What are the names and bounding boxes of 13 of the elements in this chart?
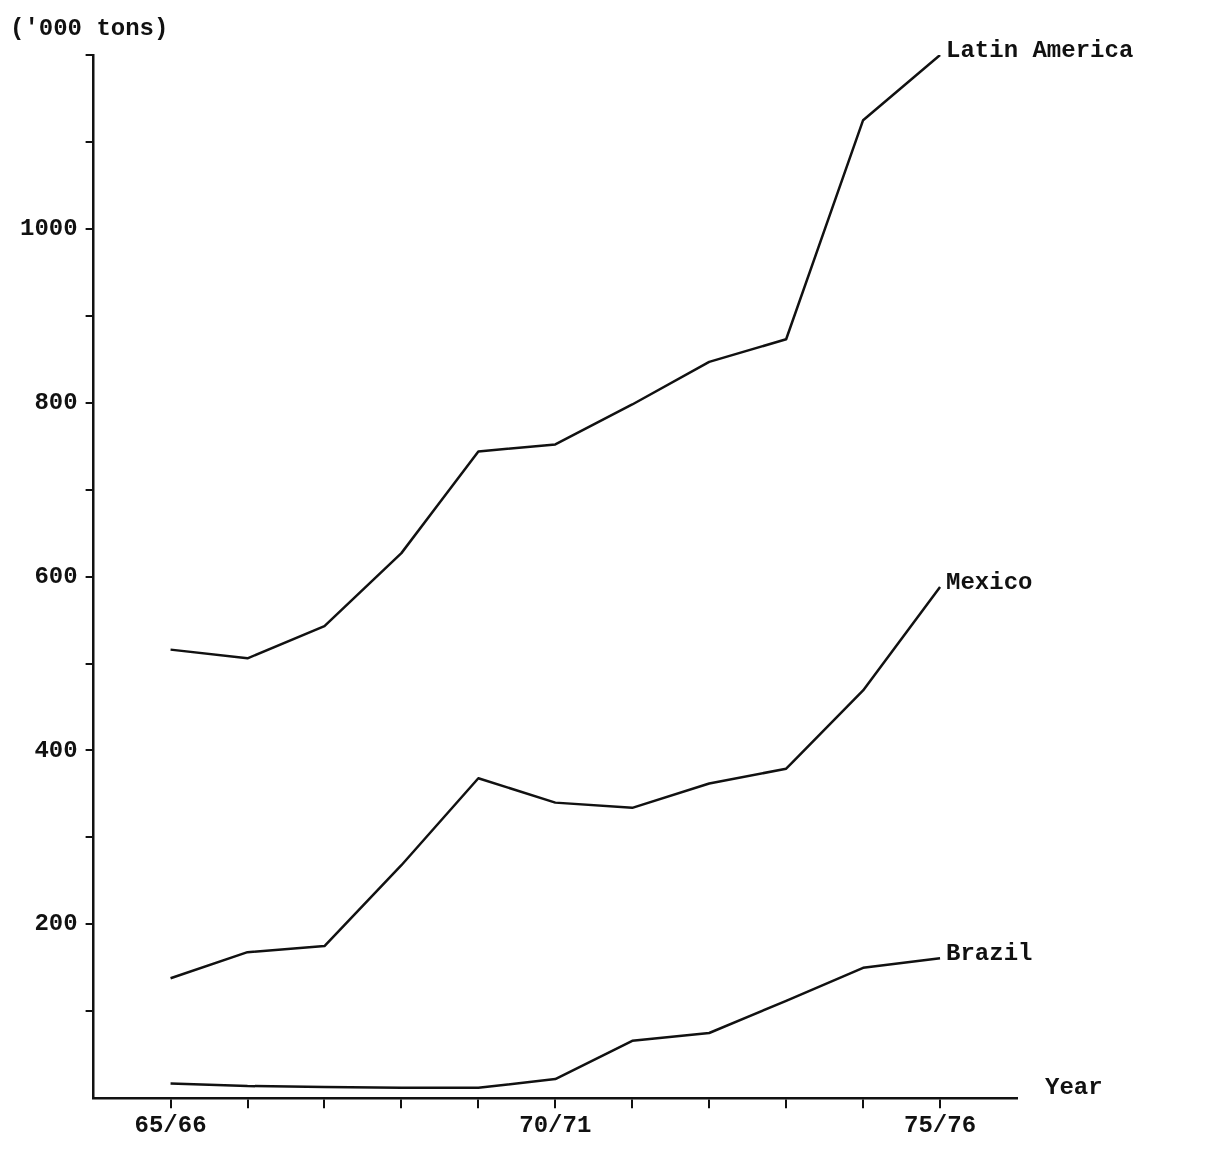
y-tick-label: 600 (34, 562, 78, 590)
x-tick-label: 65/66 (134, 1111, 207, 1139)
y-tick-label: 1000 (20, 214, 78, 242)
series-label: Brazil (946, 940, 1033, 968)
y-tick-label: 400 (34, 736, 78, 764)
series-label: Mexico (946, 569, 1033, 597)
x-tick-label: 70/71 (519, 1111, 592, 1139)
y-tick-label: 800 (34, 388, 78, 416)
x-axis-title: Year (1045, 1074, 1103, 1102)
x-tick-label: 75/76 (904, 1111, 977, 1139)
y-axis-title: ('000 tons) (10, 15, 169, 43)
y-tick-label: 200 (34, 910, 78, 938)
series-label: Latin America (946, 37, 1134, 65)
